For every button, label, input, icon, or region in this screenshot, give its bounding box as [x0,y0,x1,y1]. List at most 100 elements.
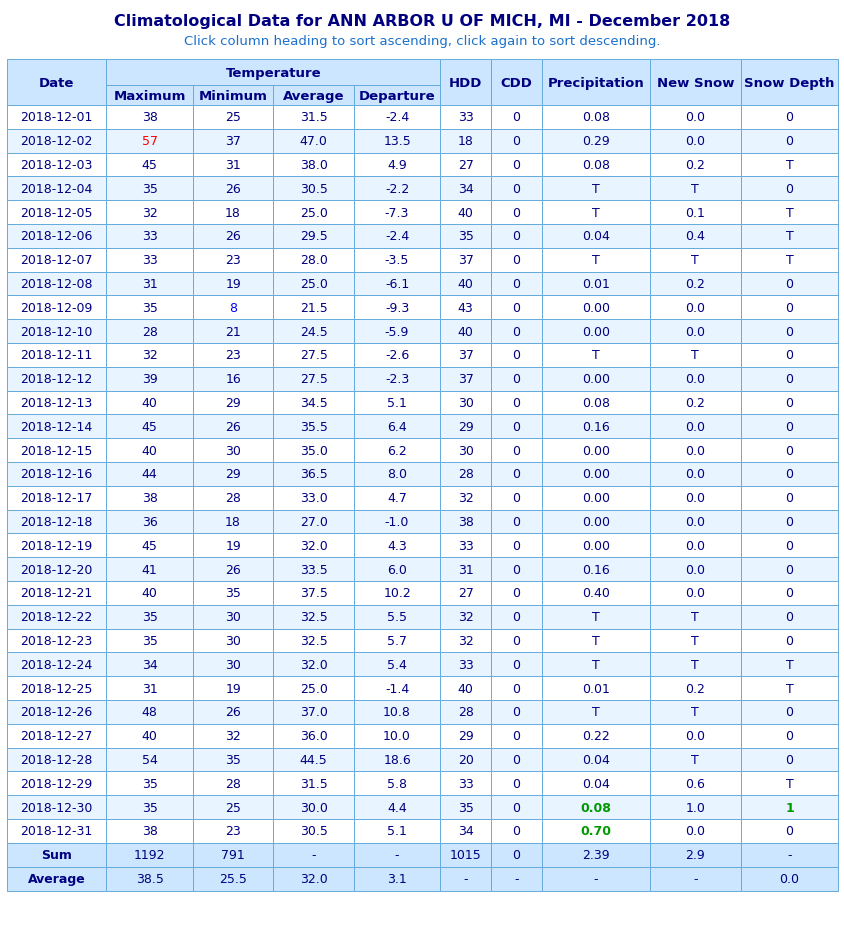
Bar [273,677,354,701]
Bar [106,153,192,177]
Bar [440,439,490,462]
Text: 0: 0 [785,111,793,124]
Bar [541,439,649,462]
Bar [7,296,106,320]
Bar [541,652,649,677]
Bar [106,771,192,795]
Bar [354,629,440,652]
Text: 0.00: 0.00 [582,373,609,386]
Text: 38.5: 38.5 [136,872,164,885]
Text: 30: 30 [457,396,473,409]
Bar [440,652,490,677]
Text: 32: 32 [457,492,473,505]
Bar [740,558,837,581]
Text: 2018-12-24: 2018-12-24 [20,658,93,671]
Text: 45: 45 [142,420,157,433]
Bar [740,724,837,748]
Text: -5.9: -5.9 [384,325,408,338]
Text: Date: Date [39,76,74,89]
Text: 0: 0 [785,373,793,386]
Bar [541,296,649,320]
Text: 30: 30 [225,445,241,458]
Bar [490,296,541,320]
Text: 26: 26 [225,230,241,243]
Bar [192,534,273,558]
Text: 0: 0 [785,635,793,648]
Bar [440,106,490,130]
Bar [490,60,541,106]
Bar [440,534,490,558]
Bar [7,795,106,819]
Text: 37: 37 [457,373,473,386]
Text: 32.0: 32.0 [300,872,327,885]
Bar [7,605,106,629]
Text: 0: 0 [512,302,520,315]
Bar [440,367,490,392]
Text: 0: 0 [512,611,520,624]
Text: 20: 20 [457,754,473,767]
Bar [440,605,490,629]
Text: 0.08: 0.08 [580,801,611,814]
Text: 25: 25 [225,111,241,124]
Bar [440,177,490,201]
Text: 34: 34 [142,658,157,671]
Bar [7,819,106,843]
Bar [192,748,273,771]
Text: 2018-12-16: 2018-12-16 [20,468,93,481]
Text: 2018-12-18: 2018-12-18 [20,515,93,528]
Bar [490,795,541,819]
Text: 0: 0 [512,183,520,196]
Bar [354,249,440,272]
Text: 32.0: 32.0 [300,658,327,671]
Text: 30: 30 [225,658,241,671]
Bar [740,439,837,462]
Text: Average: Average [28,872,85,885]
Bar [106,343,192,367]
Bar [106,106,192,130]
Bar [273,605,354,629]
Text: 0: 0 [512,230,520,243]
Text: 13.5: 13.5 [382,135,410,148]
Bar [649,296,740,320]
Text: 30.0: 30.0 [300,801,327,814]
Bar [649,486,740,510]
Text: 5.5: 5.5 [387,611,407,624]
Bar [354,320,440,343]
Bar [273,867,354,891]
Text: 0.2: 0.2 [684,159,705,172]
Text: 29: 29 [225,468,241,481]
Bar [541,748,649,771]
Text: 30.5: 30.5 [300,183,327,196]
Text: 0: 0 [512,729,520,742]
Bar [192,486,273,510]
Text: 0: 0 [785,729,793,742]
Bar [649,677,740,701]
Text: 0.0: 0.0 [684,824,705,837]
Bar [192,201,273,225]
Text: 1015: 1015 [449,848,481,861]
Bar [7,60,106,106]
Bar [273,843,354,867]
Bar [7,130,106,153]
Text: 40: 40 [457,206,473,219]
Bar [106,439,192,462]
Bar [7,177,106,201]
Text: 0: 0 [512,206,520,219]
Bar [740,701,837,724]
Text: 2018-12-09: 2018-12-09 [20,302,93,315]
Bar [192,367,273,392]
Text: 2018-12-10: 2018-12-10 [20,325,93,338]
Text: 23: 23 [225,824,241,837]
Bar [440,60,490,106]
Bar [440,629,490,652]
Bar [106,392,192,415]
Bar [106,819,192,843]
Text: 18: 18 [225,515,241,528]
Bar [192,677,273,701]
Bar [740,153,837,177]
Bar [740,60,837,106]
Bar [649,701,740,724]
Bar [273,581,354,605]
Bar [273,392,354,415]
Text: T: T [592,705,599,718]
